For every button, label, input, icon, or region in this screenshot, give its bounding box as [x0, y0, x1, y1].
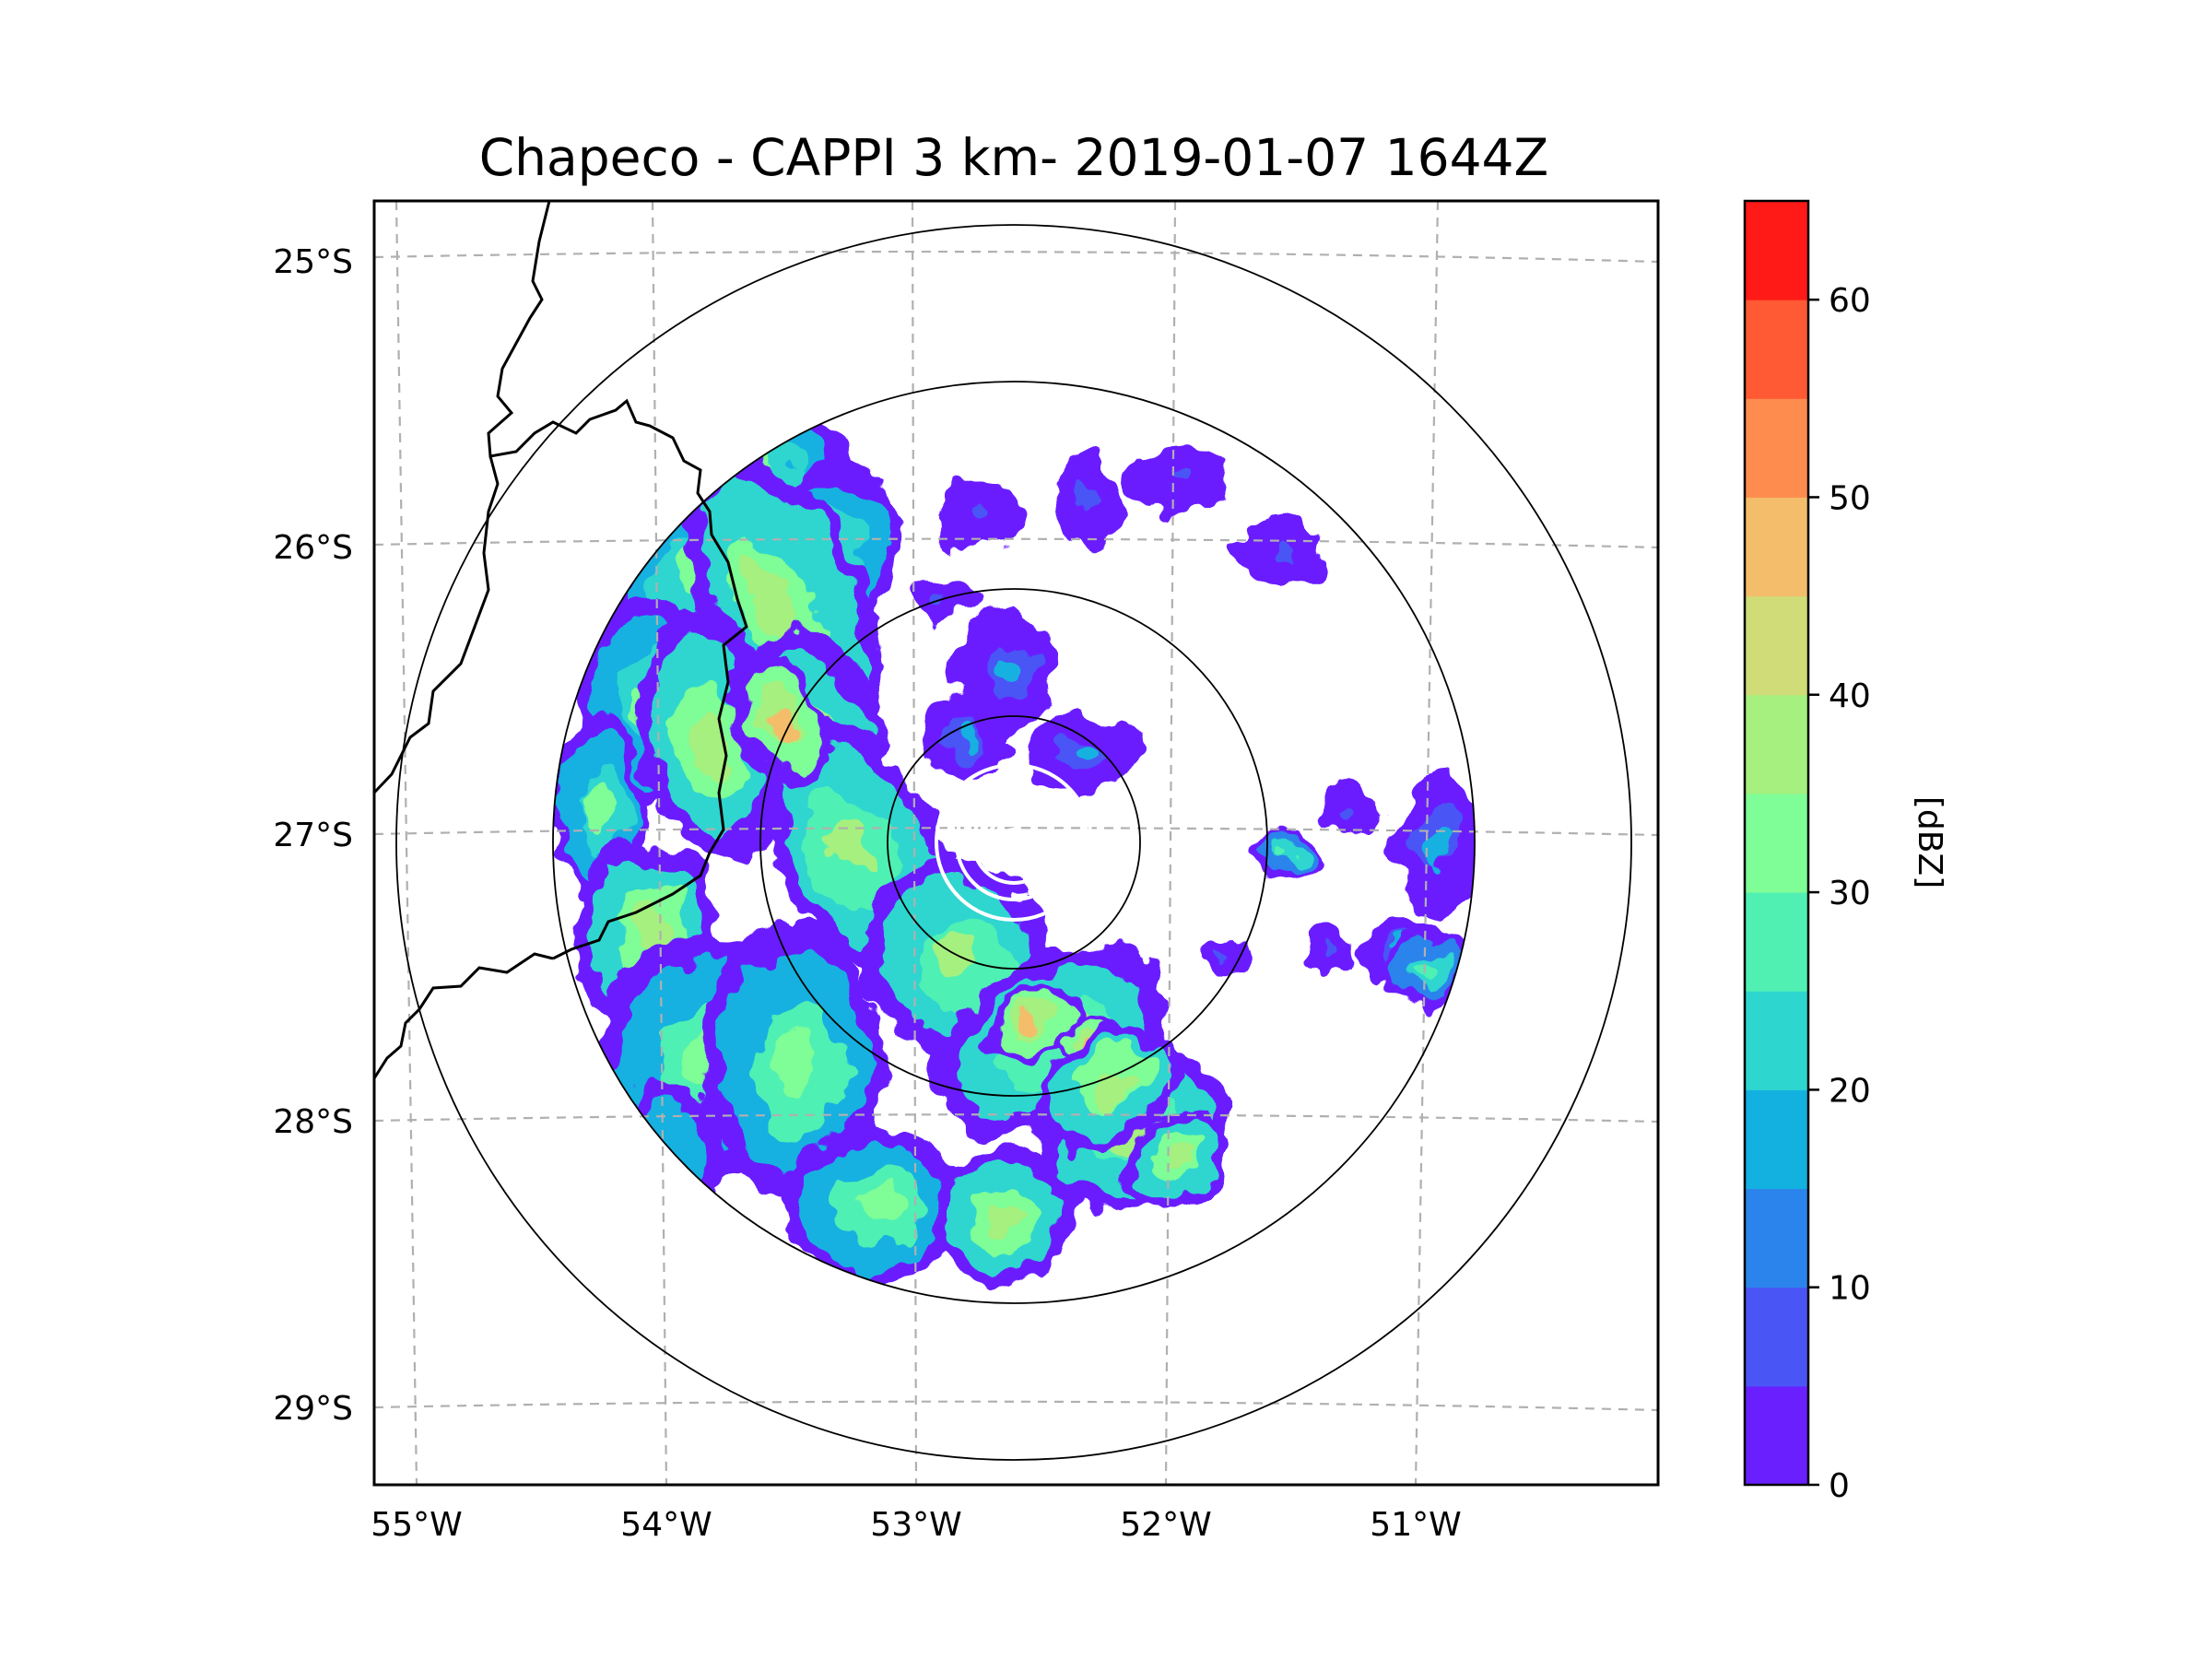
colorbar-swatch-15 — [1745, 1089, 1808, 1190]
echo-west-band-south-3-core — [859, 1184, 904, 1224]
colorbar-swatch-50 — [1745, 398, 1808, 498]
border-line-south — [374, 952, 554, 1079]
echo-north-scatter-1-core — [1079, 482, 1097, 508]
colorbar-label: [dBZ] — [1911, 796, 1948, 888]
colorbar-swatch-25 — [1745, 892, 1808, 992]
chart-title: Chapeco - CAPPI 3 km- 2019-01-07 1644Z — [479, 128, 1548, 187]
echo-north-scatter-2-core — [1170, 468, 1195, 486]
colorbar-tick-label-30: 30 — [1829, 875, 1871, 912]
echo-central-line-core-0-core — [774, 708, 796, 741]
lat-gridline-2 — [374, 827, 1658, 837]
colorbar-swatch-40 — [1745, 595, 1808, 696]
border-line-west — [374, 455, 500, 794]
echo-south-east-cell-0-core — [1416, 966, 1436, 983]
lon-tick-52w: 52°W — [1120, 1506, 1211, 1544]
echo-west-band-south-1-core — [772, 1032, 818, 1100]
echo-north-scatter-0-core — [971, 504, 994, 522]
lat-tick-25s: 25°S — [273, 243, 353, 281]
lat-gridline-0 — [374, 250, 1658, 264]
lat-tick-29s: 29°S — [273, 1390, 353, 1428]
range-ring-outer — [395, 224, 1632, 1461]
echo-south-east-line-2-core — [987, 1203, 1021, 1237]
colorbar-swatch-0 — [1745, 1385, 1808, 1486]
range-ring-inner-1 — [887, 715, 1141, 970]
range-ring-inner-2 — [759, 588, 1268, 1097]
map-area — [374, 201, 1658, 1485]
colorbar-tick-label-50: 50 — [1829, 479, 1871, 517]
longitude-ticks: 55°W 54°W 53°W 52°W 51°W — [371, 1506, 1461, 1544]
range-ring-data-edge — [552, 381, 1476, 1304]
colorbar-swatch-5 — [1745, 1287, 1808, 1387]
lat-gridline-4 — [374, 1400, 1658, 1412]
colorbar-swatch-35 — [1745, 694, 1808, 794]
graticule — [374, 201, 1658, 1485]
colorbar-swatch-60 — [1745, 201, 1808, 300]
ground-clutter-rings — [935, 763, 1093, 922]
echo-east-cell-0-core — [1428, 836, 1451, 870]
echo-east-cell-2-core — [994, 654, 1019, 686]
colorbar-tick-label-40: 40 — [1829, 677, 1871, 715]
echo-central-line-0-core — [827, 817, 875, 878]
lon-tick-54w: 54°W — [620, 1506, 712, 1544]
echo-north-scatter-6-core — [1322, 946, 1334, 958]
echo-south-east-line-1-core — [1171, 1147, 1198, 1172]
colorbar-swatch-55 — [1745, 300, 1808, 399]
colorbar-swatch-20 — [1745, 991, 1808, 1090]
lat-tick-26s: 26°S — [273, 529, 353, 567]
colorbar-swatch-45 — [1745, 497, 1808, 597]
border-line-north — [487, 201, 748, 960]
echo-east-cell-4-core — [959, 728, 982, 751]
echo-north-scatter-3-core — [1275, 548, 1298, 563]
lon-gridline-1 — [651, 201, 668, 1485]
lat-gridline-1 — [374, 537, 1658, 549]
lon-tick-51w: 51°W — [1370, 1506, 1461, 1544]
colorbar: 0 10 20 30 40 50 60 [dBZ] — [1743, 199, 1948, 1505]
echo-west-band-core-2-core — [634, 903, 668, 954]
echo-east-cell-3-core — [1074, 743, 1102, 763]
lat-gridline-3 — [374, 1113, 1658, 1124]
map-frame — [372, 199, 1660, 1487]
lat-tick-27s: 27°S — [273, 817, 353, 854]
echo-south-east-cell-1-core — [1276, 848, 1290, 860]
colorbar-frame — [1743, 199, 1810, 1487]
echo-west-band-core-0-core — [747, 559, 796, 633]
colorbar-tick-label-60: 60 — [1829, 282, 1871, 320]
lon-gridline-2 — [911, 201, 918, 1485]
lon-tick-53w: 53°W — [870, 1506, 961, 1544]
range-rings — [395, 224, 1632, 1461]
colorbar-tick-label-20: 20 — [1829, 1072, 1871, 1110]
lat-tick-28s: 28°S — [273, 1103, 353, 1141]
state-borders — [374, 201, 748, 1079]
lon-gridline-0 — [394, 201, 418, 1485]
colorbar-swatch-30 — [1745, 793, 1808, 893]
colorbar-swatch-10 — [1745, 1188, 1808, 1288]
echo-central-line-core-1-core — [1015, 1015, 1039, 1034]
lon-gridline-3 — [1164, 201, 1177, 1485]
lon-gridline-4 — [1414, 201, 1440, 1485]
echo-west-band-north-3-core — [585, 787, 608, 832]
lon-tick-55w: 55°W — [371, 1506, 462, 1544]
colorbar-tick-label-0: 0 — [1829, 1467, 1850, 1505]
latitude-ticks: 25°S 26°S 27°S 28°S 29°S — [273, 243, 353, 1428]
colorbar-tick-label-10: 10 — [1829, 1270, 1871, 1308]
echo-north-scatter-5-core — [1335, 806, 1350, 818]
echo-north-scatter-7-core — [1218, 954, 1230, 963]
